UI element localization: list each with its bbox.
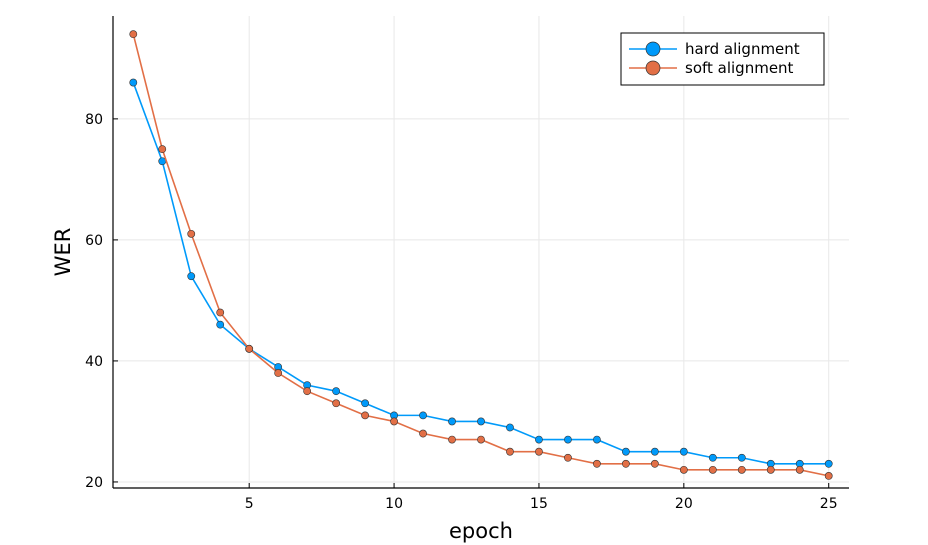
data-point <box>245 344 254 353</box>
series-soft-alignment <box>129 30 833 480</box>
data-point <box>766 465 775 474</box>
data-point <box>506 447 514 456</box>
data-point <box>824 459 833 468</box>
data-point <box>477 435 485 444</box>
data-point <box>795 465 804 474</box>
legend-swatch-marker <box>645 41 661 57</box>
data-point <box>477 417 485 426</box>
data-point <box>216 320 225 329</box>
data-point <box>361 411 369 420</box>
x-axis-title: epoch <box>449 519 513 543</box>
data-point <box>448 417 456 426</box>
data-point <box>650 459 659 468</box>
data-point <box>737 453 746 462</box>
data-point <box>564 453 572 462</box>
legend-label: soft alignment <box>685 59 794 77</box>
data-point <box>535 435 543 444</box>
data-point <box>216 308 225 317</box>
data-point <box>129 30 138 39</box>
data-point <box>564 435 572 444</box>
data-point <box>158 145 167 154</box>
data-point <box>650 447 659 456</box>
data-point <box>187 229 196 238</box>
series-line <box>132 33 829 477</box>
data-point <box>303 387 312 396</box>
legend-box <box>620 32 825 86</box>
data-point <box>390 417 398 426</box>
x-tick-label: 25 <box>820 496 838 512</box>
series-hard-alignment <box>129 78 833 468</box>
y-tick-label: 80 <box>85 112 103 128</box>
data-point <box>535 447 543 456</box>
data-point <box>332 387 341 396</box>
axes: 5 10 15 20 25 20 40 60 80 <box>85 16 849 512</box>
data-point <box>621 459 630 468</box>
y-axis-title: WER <box>51 228 75 277</box>
data-point <box>737 465 746 474</box>
data-point <box>679 447 688 456</box>
data-point <box>419 429 427 438</box>
data-point <box>274 369 283 377</box>
series-group <box>129 30 833 480</box>
data-point <box>708 453 717 462</box>
data-point <box>824 471 833 480</box>
data-point <box>187 272 196 281</box>
grid <box>113 16 849 488</box>
x-tick-label: 5 <box>245 496 254 512</box>
data-point <box>593 459 601 468</box>
x-tick-label: 10 <box>385 496 403 512</box>
legend-swatch-marker <box>645 60 661 76</box>
data-point <box>448 435 456 444</box>
y-tick-label: 40 <box>85 354 103 370</box>
series-line <box>132 82 829 465</box>
data-point <box>593 435 601 444</box>
data-point <box>361 399 369 408</box>
y-tick-label: 20 <box>85 475 103 491</box>
x-tick-label: 15 <box>530 496 548 512</box>
data-point <box>708 465 717 474</box>
y-tick-label: 60 <box>85 233 103 249</box>
x-tick-label: 20 <box>675 496 693 512</box>
legend-label: hard alignment <box>685 40 800 58</box>
data-point <box>419 411 427 420</box>
data-point <box>679 465 688 474</box>
data-point <box>332 399 341 408</box>
data-point <box>621 447 630 456</box>
data-point <box>506 423 514 432</box>
data-point <box>129 78 138 87</box>
